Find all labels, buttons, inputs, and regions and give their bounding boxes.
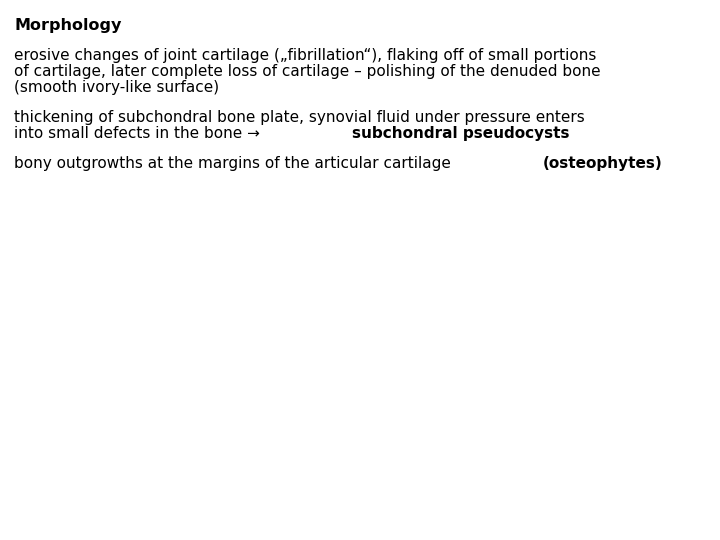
Text: (osteophytes): (osteophytes) (543, 156, 662, 171)
Text: into small defects in the bone →: into small defects in the bone → (14, 126, 265, 141)
Text: Morphology: Morphology (14, 18, 122, 33)
Text: of cartilage, later complete loss of cartilage – polishing of the denuded bone: of cartilage, later complete loss of car… (14, 64, 600, 79)
Text: subchondral pseudocysts: subchondral pseudocysts (351, 126, 569, 141)
Text: thickening of subchondral bone plate, synovial fluid under pressure enters: thickening of subchondral bone plate, sy… (14, 110, 585, 125)
Text: bony outgrowths at the margins of the articular cartilage: bony outgrowths at the margins of the ar… (14, 156, 456, 171)
Text: (smooth ivory-like surface): (smooth ivory-like surface) (14, 80, 219, 95)
Text: erosive changes of joint cartilage („fibrillation“), flaking off of small portio: erosive changes of joint cartilage („fib… (14, 48, 596, 63)
